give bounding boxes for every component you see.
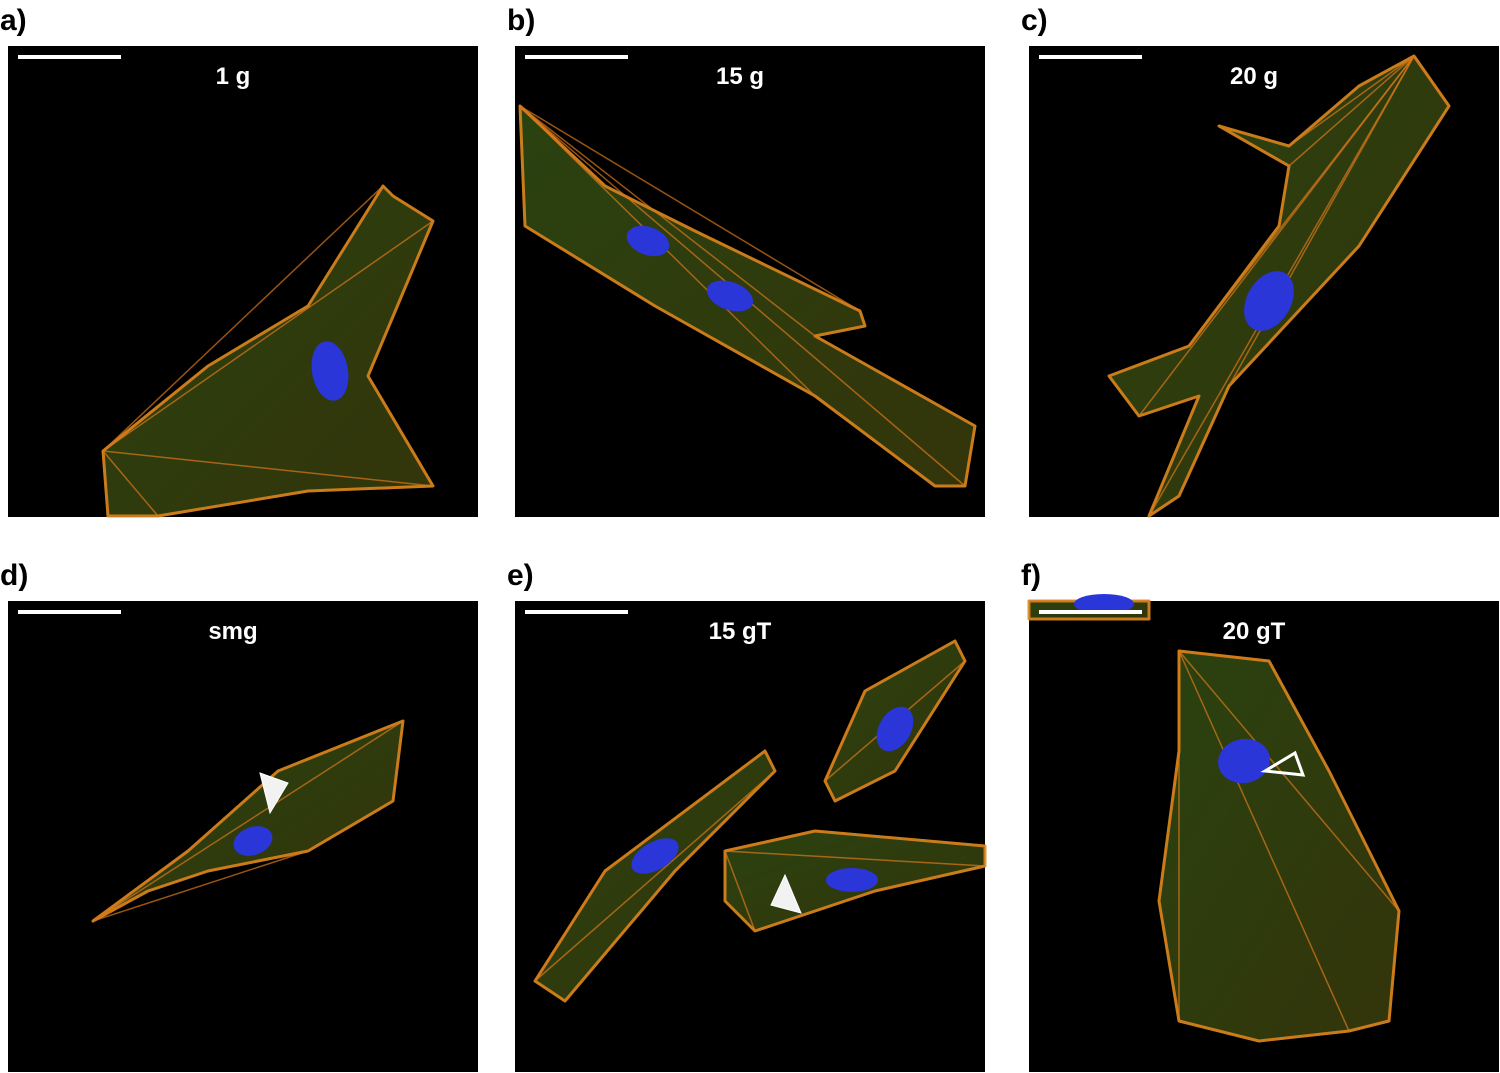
fiber — [724, 850, 986, 867]
fiber — [1288, 55, 1415, 147]
fiber — [519, 105, 816, 397]
fiber — [824, 690, 866, 782]
panel-title: 1 g — [216, 63, 251, 90]
fiber — [92, 720, 404, 922]
nucleus — [1074, 594, 1134, 614]
cell — [101, 184, 435, 518]
fiber — [1178, 650, 1350, 1032]
panel: 20 gT — [1027, 594, 1499, 1072]
panel-title: 20 g — [1230, 63, 1278, 90]
fiber — [1288, 55, 1415, 167]
fiber — [102, 365, 209, 452]
panel: 20 g — [1029, 46, 1499, 518]
panel: 15 gT — [515, 601, 987, 1072]
panel-title: 15 g — [716, 63, 764, 90]
fiber — [102, 185, 384, 452]
nucleus — [876, 706, 914, 752]
nucleus — [631, 838, 679, 874]
fiber — [534, 870, 606, 982]
fiber — [1413, 55, 1450, 107]
panel: smg — [8, 601, 478, 1072]
panel-label: d) — [0, 559, 28, 592]
panel-label: b) — [507, 4, 535, 37]
fiber — [519, 105, 816, 337]
panel-title: smg — [208, 618, 257, 645]
panel: 1 g — [8, 46, 478, 518]
fiber — [102, 220, 434, 452]
fiber — [724, 830, 816, 852]
panel-label: f) — [1021, 559, 1041, 592]
panel-label: e) — [507, 559, 534, 592]
fiber — [519, 105, 861, 312]
nucleus — [626, 225, 670, 257]
panel-label: a) — [0, 4, 27, 37]
fiber — [1178, 650, 1270, 662]
nucleus — [233, 826, 273, 856]
nucleus — [311, 341, 349, 401]
fiber — [92, 850, 309, 922]
fiber — [92, 850, 189, 922]
fiber — [1178, 650, 1400, 912]
panel: 15 g — [515, 46, 985, 517]
fiber — [1188, 55, 1415, 347]
panel-title: 20 gT — [1223, 618, 1286, 645]
nucleus — [706, 280, 754, 312]
nucleus — [1244, 271, 1294, 331]
panel-title: 15 gT — [709, 618, 772, 645]
fiber — [534, 770, 776, 982]
nucleus — [826, 868, 878, 892]
panel-label: c) — [1021, 4, 1048, 37]
nucleus — [1218, 738, 1270, 784]
arrowhead — [1260, 750, 1306, 777]
arrowhead — [770, 873, 802, 914]
arrowhead — [259, 772, 289, 815]
fiber — [724, 850, 756, 932]
fiber — [102, 450, 434, 487]
fiber — [102, 450, 159, 517]
